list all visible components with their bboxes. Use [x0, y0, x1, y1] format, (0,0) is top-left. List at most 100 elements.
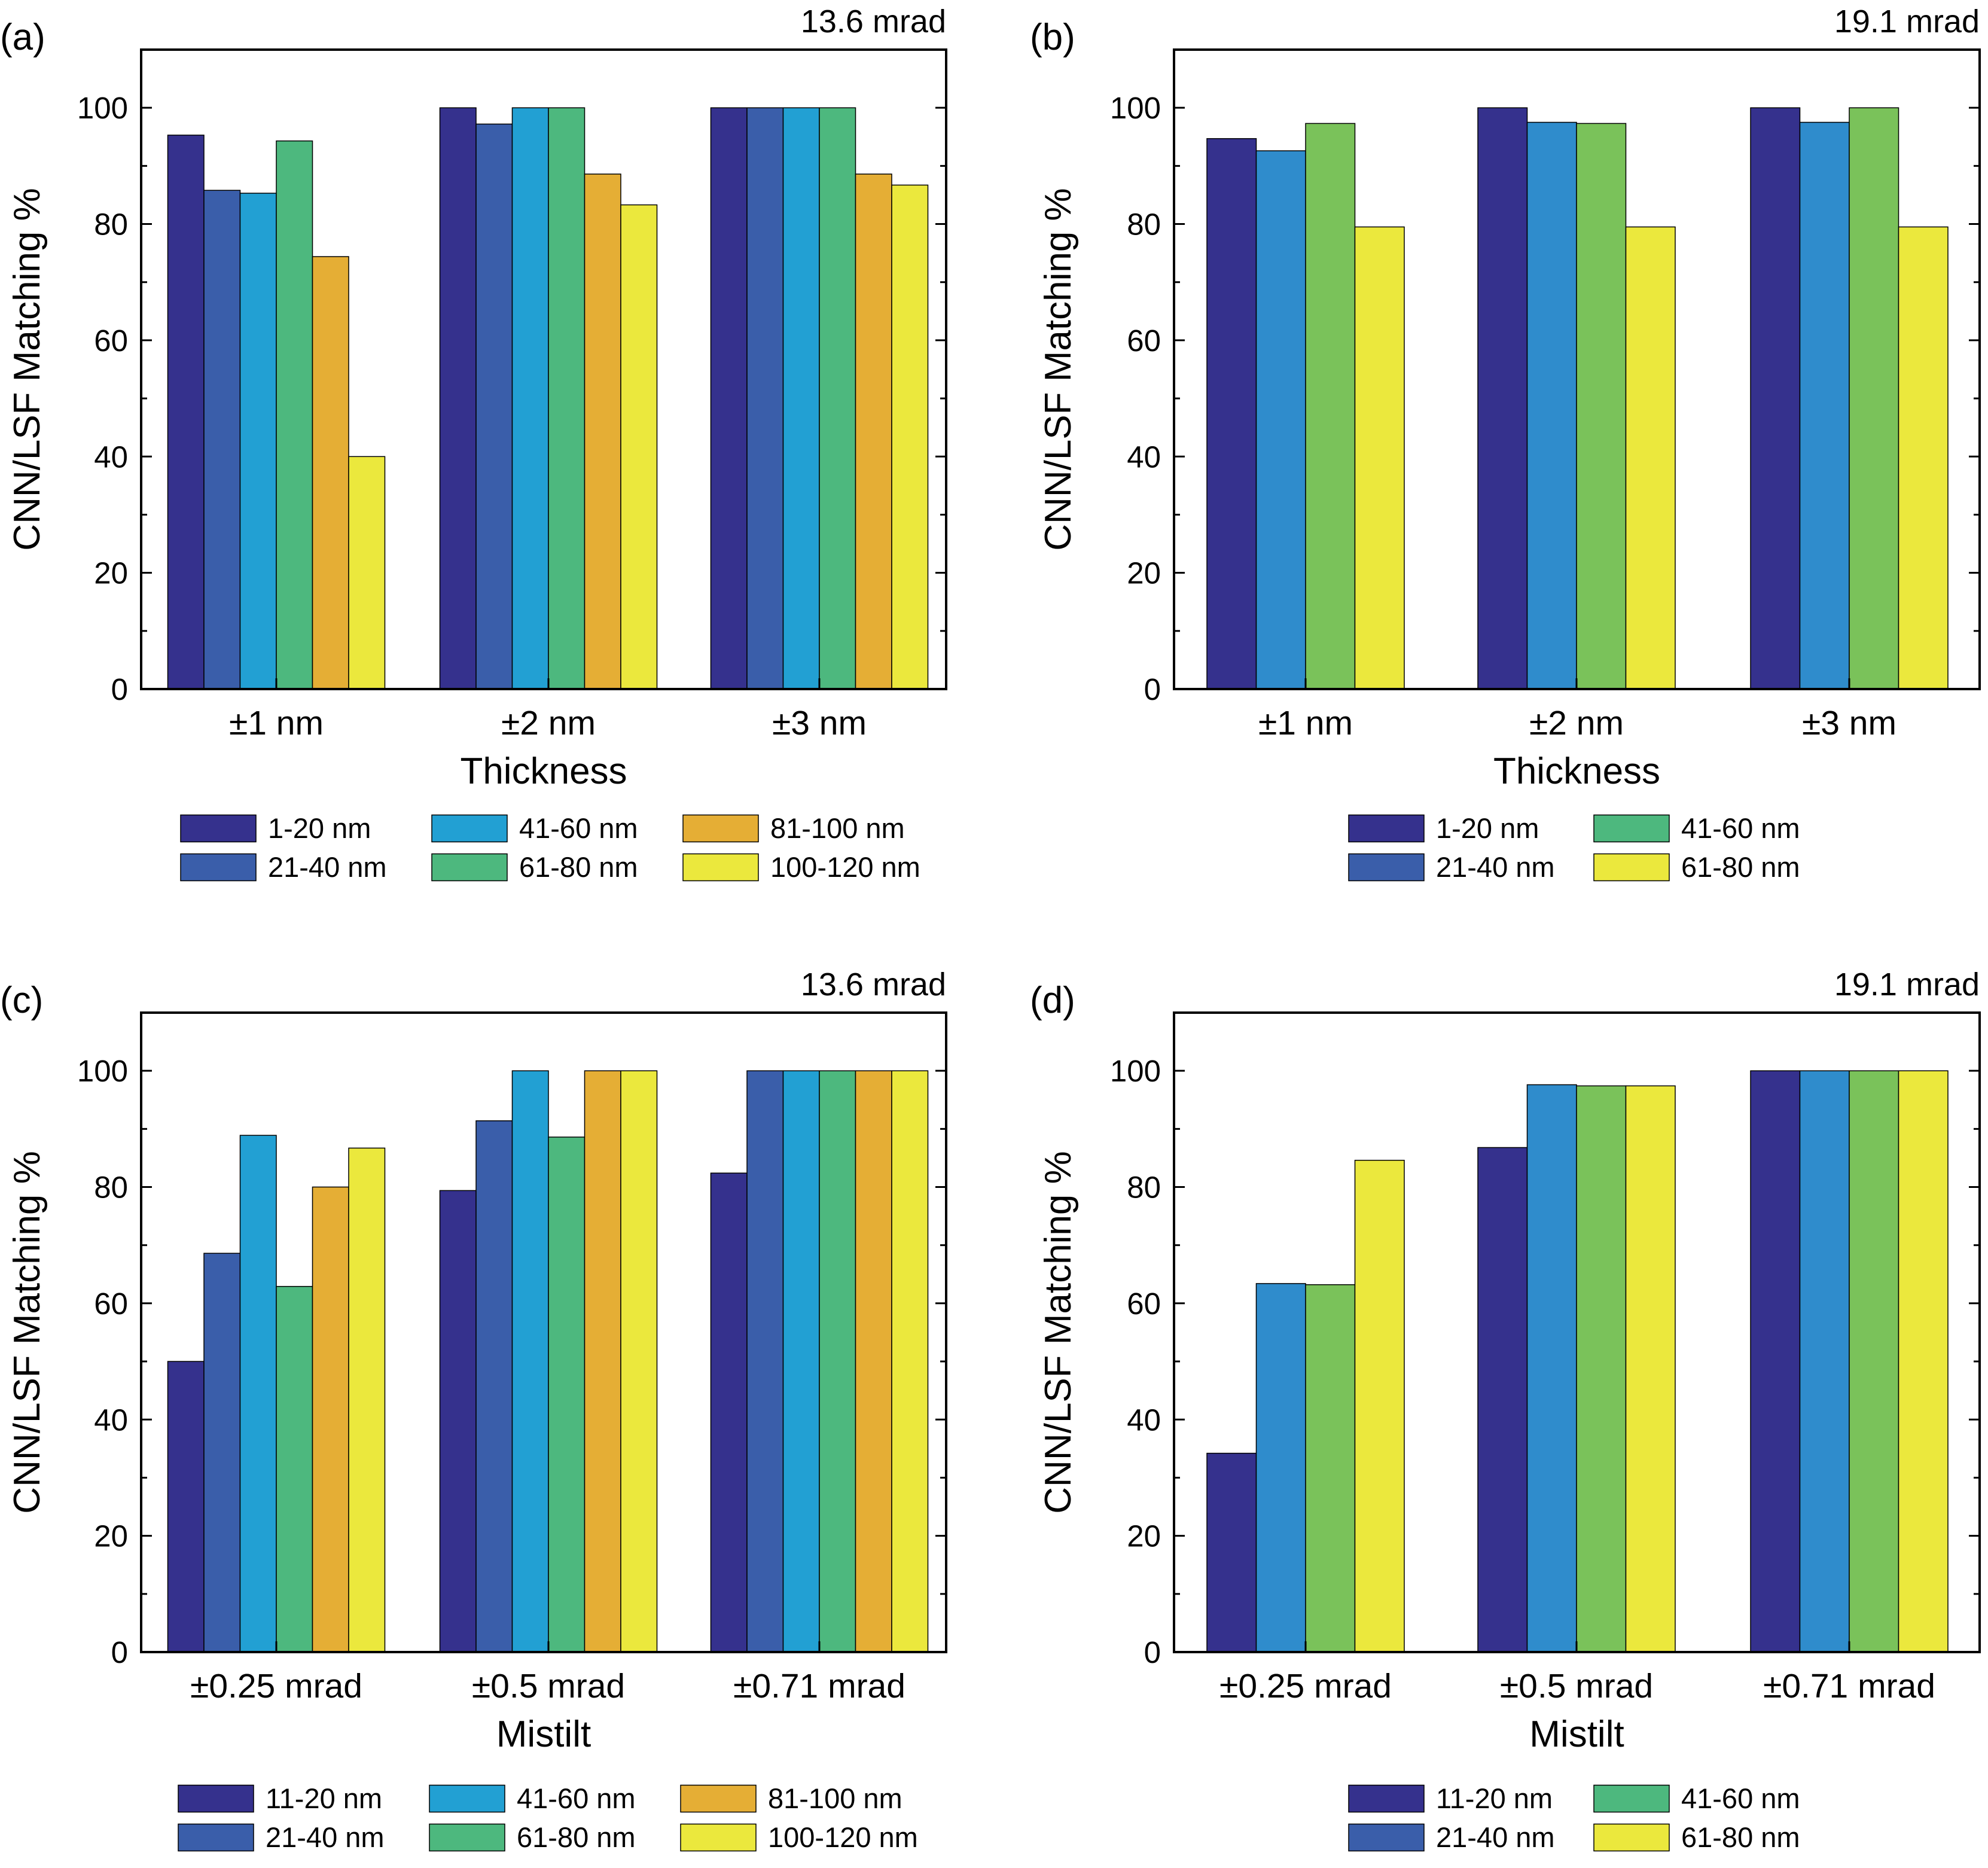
legend-label: 81-100 nm	[770, 812, 905, 844]
y-tick-label: 60	[94, 324, 128, 358]
legend-label: 61-80 nm	[1681, 851, 1800, 883]
legend-label: 100-120 nm	[770, 851, 920, 883]
bar-11-20 nm-1	[1206, 1452, 1257, 1653]
x-category-label: ±3 nm	[1802, 704, 1896, 742]
bar-81-100 nm-1	[312, 256, 349, 690]
bar-41-60 nm-2	[1576, 123, 1627, 690]
y-tick-label: 40	[1127, 1403, 1161, 1437]
bar-41-60 nm-2	[511, 1070, 549, 1653]
x-category-label: ±0.25 mrad	[1219, 1667, 1392, 1705]
legend-swatch	[680, 1784, 757, 1813]
bar-21-40 nm-3	[1799, 1070, 1850, 1653]
x-category-label: ±0.25 mrad	[190, 1667, 362, 1705]
bar-41-60 nm-3	[782, 107, 820, 690]
legend-swatch	[178, 1823, 254, 1852]
x-category-label: ±0.71 mrad	[1763, 1667, 1935, 1705]
legend-swatch	[682, 814, 759, 843]
bar-21-40 nm-1	[203, 190, 241, 690]
bar-41-60 nm-3	[1849, 1070, 1899, 1653]
bar-61-80 nm-2	[1625, 1085, 1676, 1653]
y-tick-label: 80	[94, 208, 128, 242]
legend-swatch	[1348, 1784, 1425, 1813]
x-category-label: ±0.71 mrad	[733, 1667, 905, 1705]
legend-label: 81-100 nm	[768, 1782, 902, 1814]
legend-swatch	[680, 1823, 757, 1852]
bar-41-60 nm-2	[1576, 1085, 1627, 1653]
legend-label: 1-20 nm	[268, 812, 371, 844]
bar-61-80 nm-3	[1898, 226, 1949, 690]
legend-label: 61-80 nm	[519, 851, 638, 883]
y-axis-title: CNN/LSF Matching %	[1038, 188, 1079, 550]
bar-61-80 nm-2	[548, 1136, 586, 1653]
panel-subtitle: 19.1 mrad	[1834, 4, 1980, 39]
bar-11-20 nm-2	[439, 1190, 477, 1653]
bar-81-100 nm-3	[855, 1070, 892, 1653]
x-category-label: ±2 nm	[501, 704, 596, 742]
legend-swatch	[431, 814, 508, 843]
bar-100-120 nm-2	[620, 1070, 658, 1653]
plot-frame	[140, 1011, 947, 1653]
y-tick-label: 100	[77, 1054, 128, 1088]
bar-61-80 nm-3	[819, 107, 856, 690]
bar-21-40 nm-2	[475, 1120, 513, 1653]
legend-swatch	[429, 1823, 505, 1852]
bar-100-120 nm-3	[891, 1070, 929, 1653]
y-tick-label: 0	[1144, 672, 1161, 706]
y-axis-title: CNN/LSF Matching %	[7, 1151, 48, 1513]
legend-swatch	[180, 814, 257, 843]
bar-1-20 nm-2	[439, 107, 477, 690]
x-axis-title: Thickness	[460, 751, 627, 792]
bar-61-80 nm-1	[276, 1285, 313, 1653]
y-tick-label: 80	[1127, 208, 1161, 242]
bar-1-20 nm-1	[1206, 138, 1257, 690]
bar-61-80 nm-2	[1625, 226, 1676, 690]
panel-subtitle: 13.6 mrad	[801, 4, 946, 39]
x-axis-title: Thickness	[1493, 751, 1660, 792]
bar-61-80 nm-2	[548, 107, 586, 690]
x-category-label: ±0.5 mrad	[1500, 1667, 1653, 1705]
legend-swatch	[180, 853, 257, 882]
y-tick-label: 80	[1127, 1171, 1161, 1205]
chart-panel-a: 0 20 40 60 80 100 ±1 nm ±2 nm ±3 nm Thickness CNN/…	[0, 4, 947, 883]
legend: 1-20 nm 21-40 nm 41-60 nm 61-80 nm	[1348, 812, 1800, 883]
bar-61-80 nm-1	[1354, 1160, 1405, 1653]
plot-frame	[140, 48, 947, 690]
panel-label: (c)	[0, 980, 43, 1021]
panel-label: (a)	[0, 17, 45, 58]
bar-61-80 nm-1	[1354, 226, 1405, 690]
x-category-label: ±3 nm	[772, 704, 867, 742]
legend-label: 61-80 nm	[517, 1821, 636, 1853]
legend-label: 61-80 nm	[1681, 1821, 1800, 1853]
panel-label: (d)	[1030, 980, 1075, 1021]
bar-21-40 nm-1	[1255, 150, 1306, 690]
bar-21-40 nm-1	[203, 1253, 241, 1653]
x-category-label: ±0.5 mrad	[472, 1667, 625, 1705]
bar-11-20 nm-1	[167, 1361, 205, 1653]
x-category-label: ±1 nm	[229, 704, 324, 742]
y-tick-label: 60	[94, 1287, 128, 1321]
chart-panel-d: 0 20 40 60 80 100 ±0.25 mrad ±0.5 mrad ±0.71 mra…	[1030, 967, 1981, 1853]
legend-swatch	[1348, 1823, 1425, 1852]
legend-swatch	[1593, 1784, 1670, 1813]
legend-swatch	[1593, 853, 1670, 882]
bar-21-40 nm-2	[1526, 121, 1577, 690]
chart-panel-b: 0 20 40 60 80 100 ±1 nm ±2 nm ±3 nm Thickness CNN/…	[1030, 4, 1981, 883]
legend-swatch	[682, 853, 759, 882]
legend-swatch	[1593, 814, 1670, 843]
x-axis-title: Mistilt	[1529, 1714, 1624, 1755]
legend-label: 41-60 nm	[1681, 812, 1800, 844]
bar-61-80 nm-3	[1898, 1070, 1949, 1653]
legend-swatch	[178, 1784, 254, 1813]
bar-81-100 nm-3	[855, 173, 892, 690]
legend-label: 11-20 nm	[1436, 1782, 1553, 1814]
bar-21-40 nm-1	[1255, 1283, 1306, 1653]
x-category-label: ±2 nm	[1529, 704, 1624, 742]
x-category-label: ±1 nm	[1258, 704, 1353, 742]
y-tick-label: 20	[1127, 1519, 1161, 1553]
bar-21-40 nm-2	[475, 123, 513, 690]
y-axis-title: CNN/LSF Matching %	[1038, 1151, 1079, 1513]
bar-21-40 nm-2	[1526, 1084, 1577, 1653]
y-tick-label: 100	[1110, 91, 1161, 125]
bar-1-20 nm-3	[1750, 107, 1801, 690]
